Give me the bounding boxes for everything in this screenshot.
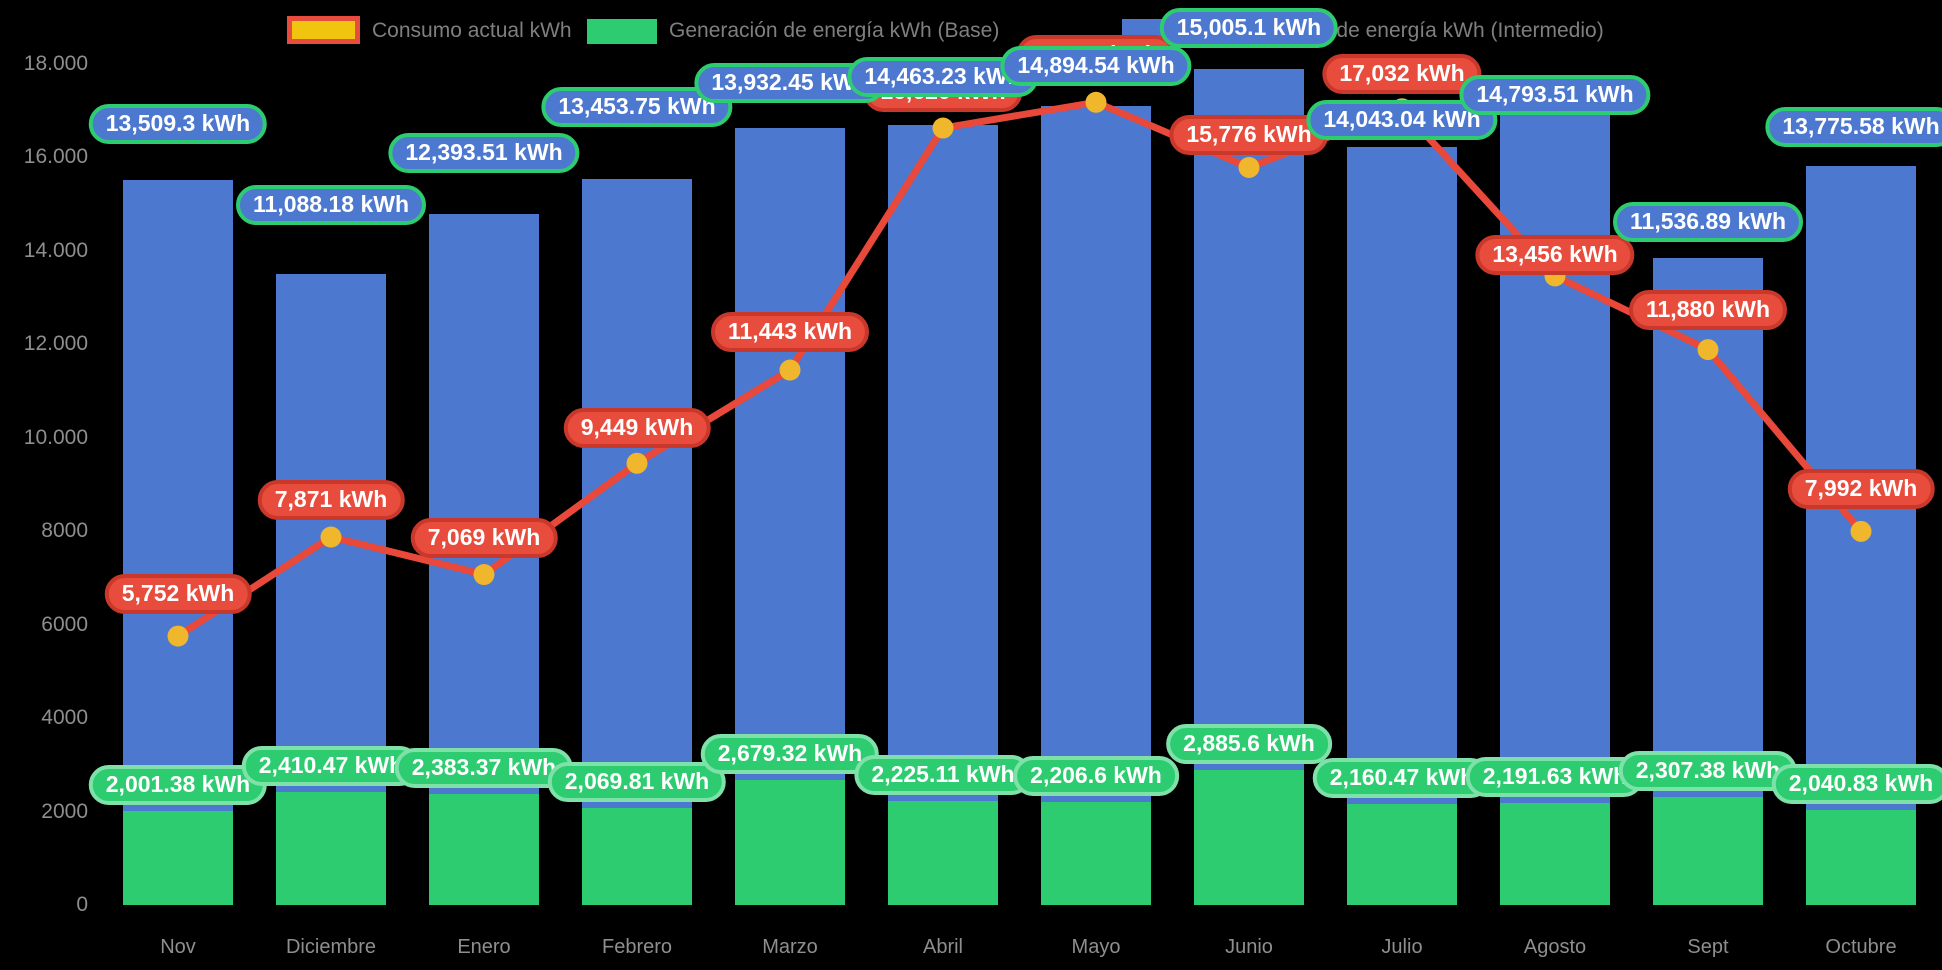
y-tick-16000: 16.000 [23,145,88,168]
x-label-enero: Enero [457,936,511,958]
y-tick-14000: 14.000 [23,238,88,262]
label-consumo-agosto: 13,456 kWh [1475,234,1635,275]
y-tick-4000: 4000 [41,706,88,729]
label-base-marzo: 2,679.32 kWh [700,733,880,774]
x-label-diciembre: Diciembre [285,936,377,958]
bar-mayo-base[interactable] [1041,801,1151,905]
label-intermedio-octubre: 13,775.58 kWh [1765,106,1942,147]
bar-enero-intermedio[interactable] [429,214,539,794]
x-label-nov: Nov [160,936,196,958]
label-intermedio-nov: 13,509.3 kWh [88,103,268,144]
y-tick-10000: 10.000 [23,425,88,449]
label-intermedio-agosto: 14,793.51 kWh [1459,74,1651,115]
label-intermedio-enero: 12,393.51 kWh [388,133,580,174]
label-base-diciembre: 2,410.47 kWh [241,746,421,787]
label-consumo-marzo: 11,443 kWh [710,312,870,353]
label-consumo-julio: 17,032 kWh [1322,53,1482,94]
bar-abril-base[interactable] [888,800,998,905]
label-base-sept: 2,307.38 kWh [1618,751,1798,792]
x-label-octubre: Octubre [1825,936,1897,958]
consumption-line-path [174,98,1865,640]
bar-octubre-base[interactable] [1806,809,1916,905]
legend-label-consumo: Consumo actual kWh [372,19,572,42]
label-consumo-sept: 11,880 kWh [1628,289,1788,330]
point-consumo-junio[interactable] [1238,156,1260,178]
point-consumo-diciembre[interactable] [320,526,342,548]
label-intermedio-mayo: 14,894.54 kWh [1000,45,1192,86]
y-tick-18000: 18.000 [23,51,88,75]
point-consumo-febrero[interactable] [626,452,648,474]
label-base-febrero: 2,069.81 kWh [547,762,727,803]
x-label-mayo: Mayo [1071,936,1121,958]
label-base-agosto: 2,191.63 kWh [1465,756,1645,797]
bar-febrero-base[interactable] [582,808,692,905]
y-tick-6000: 6000 [41,612,88,636]
bar-diciembre-base[interactable] [276,792,386,905]
label-base-junio: 2,885.6 kWh [1166,724,1332,765]
label-intermedio-sept: 11,536.89 kWh [1613,201,1803,242]
point-consumo-marzo[interactable] [779,359,801,381]
point-consumo-mayo[interactable] [1085,91,1107,113]
bar-enero-base[interactable] [429,793,539,905]
legend-swatch-base [587,19,657,44]
bar-julio-intermedio[interactable] [1347,147,1457,804]
y-tick-2000: 2000 [41,799,88,823]
label-consumo-enero: 7,069 kWh [410,517,558,558]
y-tick-8000: 8000 [41,519,88,542]
label-base-octubre: 2,040.83 kWh [1771,763,1942,804]
label-base-nov: 2,001.38 kWh [88,765,268,806]
bar-nov-intermedio[interactable] [123,179,233,812]
label-intermedio-junio: 15,005.1 kWh [1159,7,1339,48]
label-base-enero: 2,383.37 kWh [394,747,574,788]
point-consumo-octubre[interactable] [1850,520,1872,542]
x-label-marzo: Marzo [762,936,818,958]
bar-nov-base[interactable] [123,811,233,905]
label-base-mayo: 2,206.6 kWh [1013,755,1179,796]
x-label-febrero: Febrero [601,936,673,958]
bar-junio-base[interactable] [1194,770,1304,905]
label-base-julio: 2,160.47 kWh [1312,757,1492,798]
legend-label-base: Generación de energía kWh (Base) [669,19,1000,42]
bar-agosto-intermedio[interactable] [1500,110,1610,803]
legend-swatch-consumo [287,16,360,44]
bar-agosto-base[interactable] [1500,802,1610,905]
y-tick-12000: 12.000 [23,332,88,355]
bar-mayo-intermedio[interactable] [1041,105,1151,802]
point-consumo-sept[interactable] [1697,339,1719,361]
bar-marzo-base[interactable] [735,779,845,905]
label-consumo-nov: 5,752 kWh [104,574,252,615]
x-label-julio: Julio [1381,936,1423,958]
x-label-junio: Junio [1225,936,1273,958]
bar-marzo-intermedio[interactable] [735,128,845,780]
bar-julio-base[interactable] [1347,803,1457,905]
label-consumo-octubre: 7,992 kWh [1787,469,1935,510]
x-label-abril: Abril [922,936,964,958]
label-intermedio-diciembre: 11,088.18 kWh [236,184,426,225]
label-base-abril: 2,225.11 kWh [854,754,1032,795]
y-tick-0: 0 [76,893,88,916]
point-consumo-enero[interactable] [473,564,495,586]
bar-sept-base[interactable] [1653,797,1763,905]
bar-junio-intermedio[interactable] [1194,68,1304,771]
x-label-sept: Sept [1687,936,1729,958]
label-consumo-febrero: 9,449 kWh [563,408,711,449]
label-consumo-diciembre: 7,871 kWh [257,480,405,521]
point-consumo-abril[interactable] [932,117,954,139]
point-consumo-nov[interactable] [167,625,189,647]
bar-abril-intermedio[interactable] [888,124,998,801]
x-label-agosto: Agosto [1523,936,1587,958]
